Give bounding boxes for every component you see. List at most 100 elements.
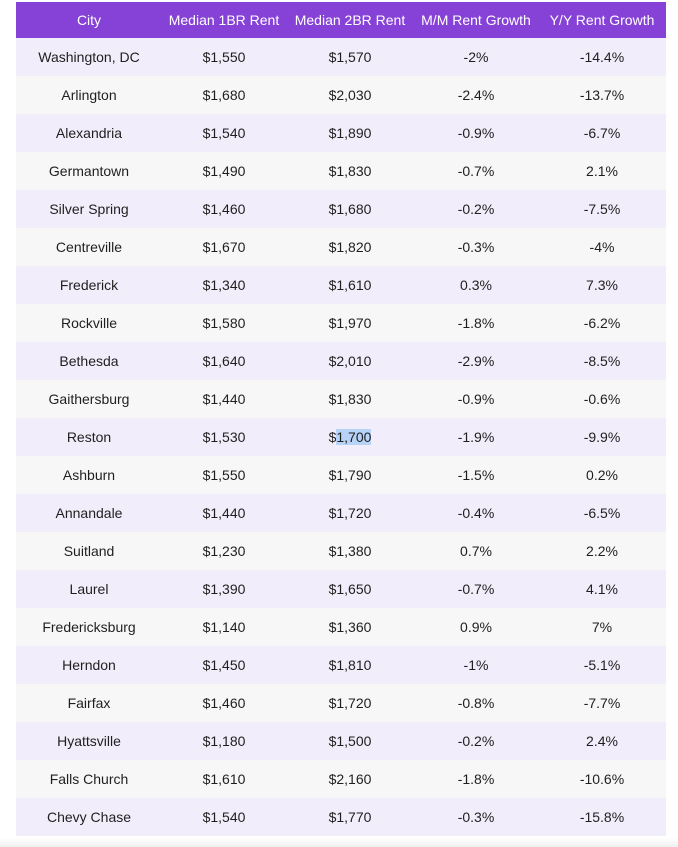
cell-yy-growth: 2.2% <box>538 532 666 570</box>
cell-mm-growth: -2% <box>414 38 538 76</box>
cell-city: Germantown <box>16 152 162 190</box>
cell-2br-rent: $1,890 <box>286 114 414 152</box>
cell-2br-rent: $1,830 <box>286 380 414 418</box>
cell-2br-rent: $1,380 <box>286 532 414 570</box>
rent-table-container: City Median 1BR Rent Median 2BR Rent M/M… <box>16 2 666 836</box>
cell-mm-growth: -1.8% <box>414 760 538 798</box>
cell-2br-rent: $1,500 <box>286 722 414 760</box>
cell-yy-growth: -6.7% <box>538 114 666 152</box>
cell-2br-rent: $2,160 <box>286 760 414 798</box>
cell-1br-rent: $1,140 <box>162 608 286 646</box>
cell-2br-rent: $1,650 <box>286 570 414 608</box>
cell-mm-growth: -0.4% <box>414 494 538 532</box>
cell-mm-growth: -0.9% <box>414 114 538 152</box>
cell-mm-growth: -1.8% <box>414 304 538 342</box>
cell-mm-growth: -2.4% <box>414 76 538 114</box>
cell-yy-growth: 7% <box>538 608 666 646</box>
cell-city: Chevy Chase <box>16 798 162 836</box>
cell-mm-growth: -1.9% <box>414 418 538 456</box>
cell-yy-growth: -13.7% <box>538 76 666 114</box>
cell-yy-growth: -10.6% <box>538 760 666 798</box>
bottom-edge-shadow <box>0 838 678 847</box>
cell-city: Frederick <box>16 266 162 304</box>
cell-yy-growth: 7.3% <box>538 266 666 304</box>
cell-yy-growth: -4% <box>538 228 666 266</box>
header-median-1br-rent: Median 1BR Rent <box>162 2 286 38</box>
cell-2br-rent-selected[interactable]: $1,700 <box>286 418 414 456</box>
table-header: City Median 1BR Rent Median 2BR Rent M/M… <box>16 2 666 38</box>
cell-1br-rent: $1,460 <box>162 684 286 722</box>
cell-1br-rent: $1,580 <box>162 304 286 342</box>
cell-yy-growth: -6.5% <box>538 494 666 532</box>
cell-yy-growth: -0.6% <box>538 380 666 418</box>
cell-yy-growth: 4.1% <box>538 570 666 608</box>
table-row: Ashburn $1,550 $1,790 -1.5% 0.2% <box>16 456 666 494</box>
table-row: Rockville $1,580 $1,970 -1.8% -6.2% <box>16 304 666 342</box>
cell-2br-rent: $2,030 <box>286 76 414 114</box>
cell-yy-growth: -6.2% <box>538 304 666 342</box>
cell-1br-rent: $1,180 <box>162 722 286 760</box>
cell-city: Alexandria <box>16 114 162 152</box>
table-row: Gaithersburg $1,440 $1,830 -0.9% -0.6% <box>16 380 666 418</box>
cell-mm-growth: 0.9% <box>414 608 538 646</box>
cell-2br-rent: $1,790 <box>286 456 414 494</box>
cell-1br-rent: $1,490 <box>162 152 286 190</box>
table-row: Herndon $1,450 $1,810 -1% -5.1% <box>16 646 666 684</box>
header-row: City Median 1BR Rent Median 2BR Rent M/M… <box>16 2 666 38</box>
cell-city: Ashburn <box>16 456 162 494</box>
table-row: Laurel $1,390 $1,650 -0.7% 4.1% <box>16 570 666 608</box>
cell-2br-rent: $1,570 <box>286 38 414 76</box>
cell-mm-growth: -0.7% <box>414 570 538 608</box>
cell-yy-growth: 2.4% <box>538 722 666 760</box>
table-row: Alexandria $1,540 $1,890 -0.9% -6.7% <box>16 114 666 152</box>
cell-city: Falls Church <box>16 760 162 798</box>
cell-2br-rent: $1,610 <box>286 266 414 304</box>
cell-1br-rent: $1,640 <box>162 342 286 380</box>
cell-yy-growth: -15.8% <box>538 798 666 836</box>
table-row: Centreville $1,670 $1,820 -0.3% -4% <box>16 228 666 266</box>
cell-1br-rent: $1,540 <box>162 114 286 152</box>
table-row: Washington, DC $1,550 $1,570 -2% -14.4% <box>16 38 666 76</box>
cell-2br-rent: $1,830 <box>286 152 414 190</box>
cell-1br-rent: $1,670 <box>162 228 286 266</box>
rent-table: City Median 1BR Rent Median 2BR Rent M/M… <box>16 2 666 836</box>
header-mm-rent-growth: M/M Rent Growth <box>414 2 538 38</box>
header-city: City <box>16 2 162 38</box>
cell-mm-growth: 0.3% <box>414 266 538 304</box>
cell-city: Gaithersburg <box>16 380 162 418</box>
cell-yy-growth: -7.7% <box>538 684 666 722</box>
table-row: Fredericksburg $1,140 $1,360 0.9% 7% <box>16 608 666 646</box>
cell-1br-rent: $1,390 <box>162 570 286 608</box>
table-row: Suitland $1,230 $1,380 0.7% 2.2% <box>16 532 666 570</box>
cell-1br-rent: $1,530 <box>162 418 286 456</box>
cell-1br-rent: $1,550 <box>162 38 286 76</box>
cell-yy-growth: -14.4% <box>538 38 666 76</box>
cell-mm-growth: -1% <box>414 646 538 684</box>
cell-city: Centreville <box>16 228 162 266</box>
cell-1br-rent: $1,340 <box>162 266 286 304</box>
cell-city: Rockville <box>16 304 162 342</box>
cell-1br-rent: $1,230 <box>162 532 286 570</box>
cell-mm-growth: -0.3% <box>414 798 538 836</box>
cell-mm-growth: -0.3% <box>414 228 538 266</box>
text-selection-highlight[interactable]: 1,700 <box>336 429 372 445</box>
cell-yy-growth: -8.5% <box>538 342 666 380</box>
cell-city: Silver Spring <box>16 190 162 228</box>
cell-1br-rent: $1,440 <box>162 494 286 532</box>
cell-city: Hyattsville <box>16 722 162 760</box>
selection-prefix: $ <box>328 429 337 445</box>
cell-mm-growth: 0.7% <box>414 532 538 570</box>
table-row: Germantown $1,490 $1,830 -0.7% 2.1% <box>16 152 666 190</box>
cell-2br-rent: $1,810 <box>286 646 414 684</box>
cell-2br-rent: $2,010 <box>286 342 414 380</box>
cell-2br-rent: $1,770 <box>286 798 414 836</box>
cell-yy-growth: -9.9% <box>538 418 666 456</box>
table-row: Hyattsville $1,180 $1,500 -0.2% 2.4% <box>16 722 666 760</box>
cell-city: Suitland <box>16 532 162 570</box>
table-row: Bethesda $1,640 $2,010 -2.9% -8.5% <box>16 342 666 380</box>
cell-2br-rent: $1,970 <box>286 304 414 342</box>
cell-city: Laurel <box>16 570 162 608</box>
cell-2br-rent: $1,360 <box>286 608 414 646</box>
table-row: Chevy Chase $1,540 $1,770 -0.3% -15.8% <box>16 798 666 836</box>
cell-mm-growth: -0.2% <box>414 190 538 228</box>
